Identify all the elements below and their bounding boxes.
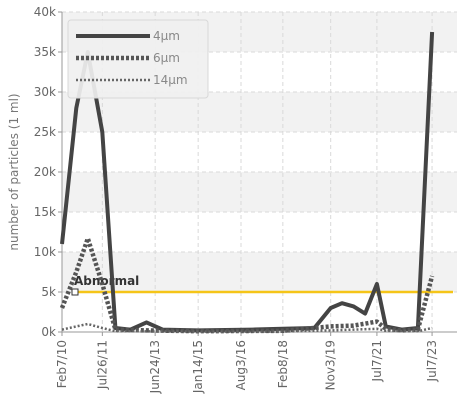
abnormal-threshold-label: Abnormal [74, 274, 139, 288]
series-line-2 [59, 236, 435, 334]
y-tick-label: 15k [34, 205, 56, 219]
x-tick-label: Jun24/13 [148, 340, 162, 394]
series [59, 31, 435, 334]
y-tick-label: 5k [41, 285, 56, 299]
grid-band [62, 92, 457, 132]
y-tick-label: 25k [34, 125, 56, 139]
y-axis: 0k 5k 10k 15k 20k 25k 30k 35k 40k [34, 5, 63, 339]
x-tick-label: Jul7/23 [425, 340, 439, 382]
legend-label: 6μm [153, 51, 180, 65]
y-axis-title: number of particles (1 ml) [7, 93, 21, 250]
legend-label: 4μm [153, 29, 180, 43]
y-tick-label: 40k [34, 5, 56, 19]
y-tick-label: 0k [41, 325, 56, 339]
x-tick-label: Jul26/11 [95, 340, 109, 390]
y-tick-label: 35k [34, 45, 56, 59]
x-tick-label: Aug3/16 [234, 340, 248, 390]
y-tick-label: 10k [34, 245, 56, 259]
abnormal-threshold: Abnormal [71, 274, 453, 296]
legend-label: 14μm [153, 73, 188, 87]
x-tick-label: Feb8/18 [276, 340, 290, 388]
x-tick-label: Feb7/10 [55, 340, 69, 388]
y-tick-label: 30k [34, 85, 56, 99]
grid-band [62, 252, 457, 292]
series-line-3 [61, 322, 433, 333]
x-tick-label: Jul7/21 [370, 340, 384, 382]
legend[interactable]: 4μm 6μm 14μm [67, 19, 209, 99]
x-tick-label: Nov3/19 [324, 340, 338, 390]
y-tick-label: 20k [34, 165, 56, 179]
x-tick-label: Jan14/15 [191, 340, 205, 394]
abnormal-threshold-marker [71, 288, 79, 296]
x-axis: Feb7/10 Jul26/11 Jun24/13 Jan14/15 Aug3/16 Fe… [55, 331, 457, 394]
grid-band [62, 172, 457, 212]
